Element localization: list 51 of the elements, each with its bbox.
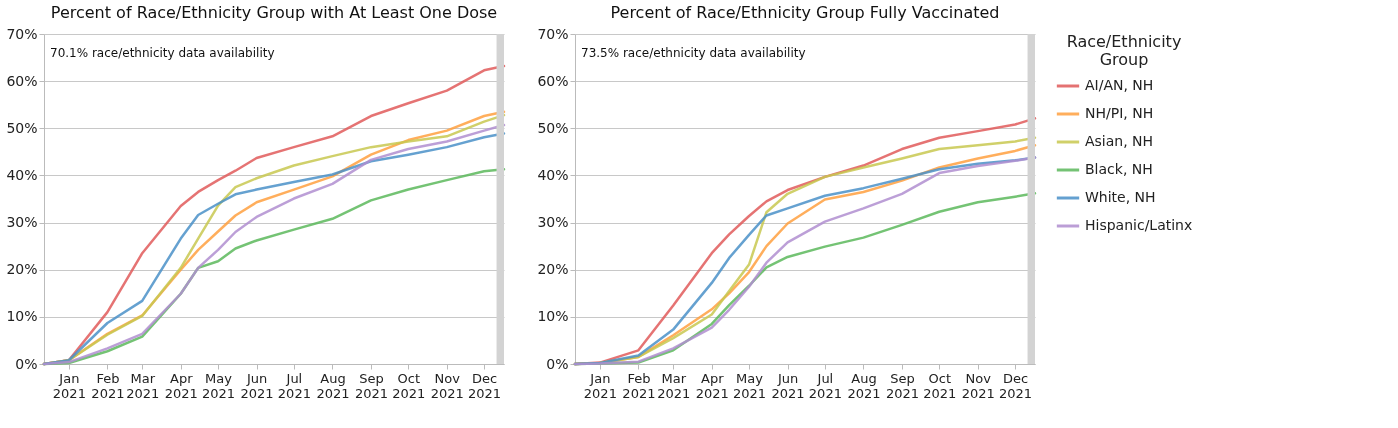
y-tick-label: 60% [6, 72, 38, 89]
legend-title: Race/Ethnicity Group [1066, 32, 1182, 69]
y-tick-label: 20% [537, 261, 569, 278]
annotation: 73.5% race/ethnicity data availability [581, 46, 806, 60]
x-tick-label: Aug 2021 [316, 370, 350, 401]
x-tick-label: Oct 2021 [923, 370, 957, 401]
y-tick-label: 30% [537, 214, 569, 231]
x-tick-label: May 2021 [733, 370, 767, 401]
x-tick-label: May 2021 [202, 370, 236, 401]
legend-label: White, NH [1085, 189, 1156, 205]
y-tick-label: 40% [6, 166, 38, 183]
x-tick-label: Apr 2021 [695, 370, 729, 401]
x-tick-label: Feb 2021 [91, 370, 125, 401]
y-tick-label: 50% [6, 119, 38, 136]
y-tick-label: 70% [6, 25, 38, 42]
y-tick-label: 60% [537, 72, 569, 89]
y-tick-label: 30% [6, 214, 38, 231]
legend-label: Hispanic/Latinx [1085, 217, 1193, 233]
legend-label: Asian, NH [1085, 133, 1154, 149]
y-tick-label: 40% [537, 166, 569, 183]
x-tick-label: Jul 2021 [808, 370, 842, 401]
legend-label: NH/PI, NH [1085, 105, 1154, 121]
x-tick-label: Jan 2021 [583, 370, 617, 401]
x-tick-label: Sep 2021 [354, 370, 389, 401]
y-tick-label: 50% [537, 119, 569, 136]
x-tick-label: Mar 2021 [126, 370, 160, 401]
y-tick-label: 20% [6, 261, 38, 278]
x-tick-label: Dec 2021 [999, 370, 1033, 401]
chart-title: Percent of Race/Ethnicity Group with At Least One Dose [50, 3, 498, 22]
x-tick-label: Aug 2021 [847, 370, 881, 401]
x-tick-label: Jan 2021 [52, 370, 86, 401]
y-tick-label: 0% [546, 355, 569, 372]
legend-label: AI/AN, NH [1085, 77, 1154, 93]
y-tick-label: 10% [537, 308, 569, 325]
x-tick-label: Apr 2021 [164, 370, 198, 401]
y-tick-label: 10% [6, 308, 38, 325]
y-tick-label: 0% [15, 355, 38, 372]
x-tick-label: Nov 2021 [961, 370, 995, 401]
x-tick-label: Jul 2021 [277, 370, 311, 401]
x-tick-label: Sep 2021 [885, 370, 920, 401]
chart-title: Percent of Race/Ethnicity Group Fully Vaccinated [610, 3, 1000, 22]
annotation: 70.1% race/ethnicity data availability [50, 46, 275, 60]
legend-label: Black, NH [1085, 161, 1153, 177]
x-tick-label: Mar 2021 [657, 370, 691, 401]
x-tick-label: Nov 2021 [430, 370, 464, 401]
x-tick-label: Jun 2021 [771, 370, 805, 401]
x-tick-label: Dec 2021 [468, 370, 502, 401]
x-tick-label: Jun 2021 [240, 370, 274, 401]
x-tick-label: Feb 2021 [622, 370, 656, 401]
y-tick-label: 70% [537, 25, 569, 42]
x-tick-label: Oct 2021 [392, 370, 426, 401]
